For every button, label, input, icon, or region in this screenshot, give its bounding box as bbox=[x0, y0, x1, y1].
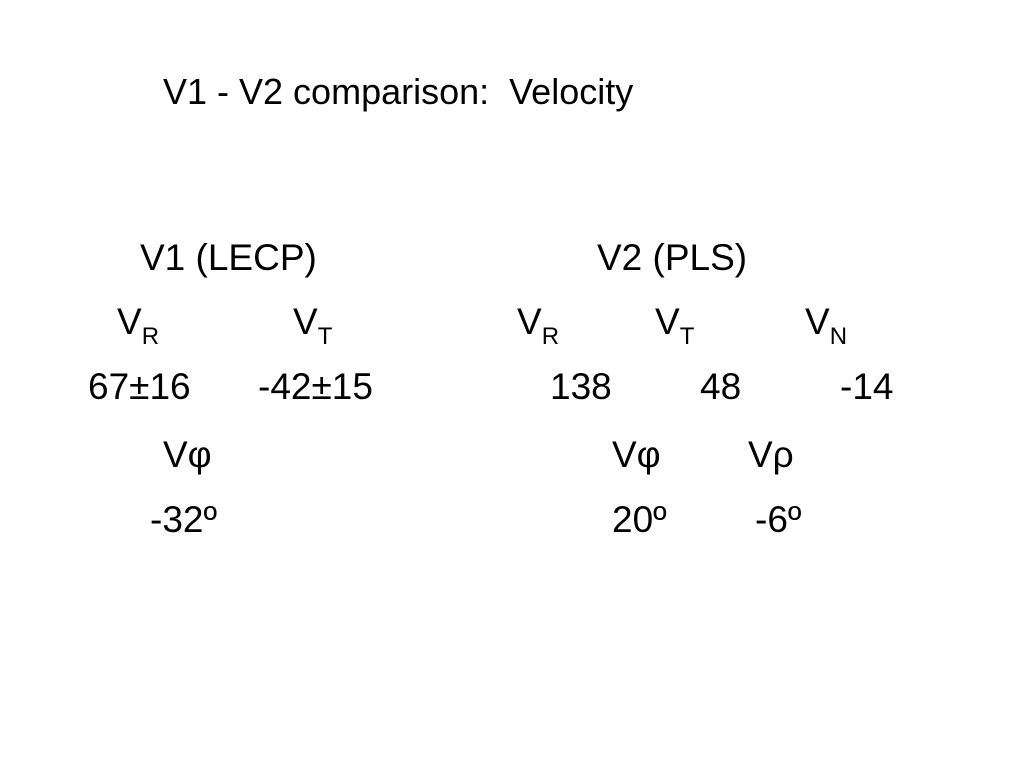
angle-label: Vρ bbox=[748, 434, 794, 475]
value: 138 bbox=[550, 366, 612, 407]
angle-label: Vφ bbox=[612, 434, 661, 475]
angle-label: Vφ bbox=[163, 434, 212, 475]
column-heading: V2 (PLS) bbox=[597, 237, 748, 278]
angle-value: 20º bbox=[612, 499, 667, 540]
column-heading: V1 (LECP) bbox=[140, 237, 317, 278]
value: -42±15 bbox=[258, 366, 373, 407]
value: 67±16 bbox=[88, 366, 191, 407]
subscript: N bbox=[829, 323, 848, 350]
component-label: VR bbox=[517, 301, 560, 351]
symbol: V bbox=[805, 301, 830, 342]
symbol: V bbox=[517, 301, 542, 342]
component-label: VT bbox=[293, 301, 333, 351]
component-label: VN bbox=[805, 301, 848, 351]
component-label: VR bbox=[117, 301, 160, 351]
component-label: VT bbox=[655, 301, 695, 351]
value: -14 bbox=[840, 366, 894, 407]
angle-value: -6º bbox=[755, 499, 802, 540]
angle-value: -32º bbox=[150, 499, 217, 540]
title: V1 - V2 comparison: Velocity bbox=[163, 71, 634, 112]
value: 48 bbox=[700, 366, 742, 407]
subscript: R bbox=[141, 323, 160, 350]
subscript: T bbox=[679, 323, 695, 350]
subscript: R bbox=[541, 323, 560, 350]
symbol: V bbox=[293, 301, 318, 342]
subscript: T bbox=[317, 323, 333, 350]
symbol: V bbox=[655, 301, 680, 342]
symbol: V bbox=[117, 301, 142, 342]
